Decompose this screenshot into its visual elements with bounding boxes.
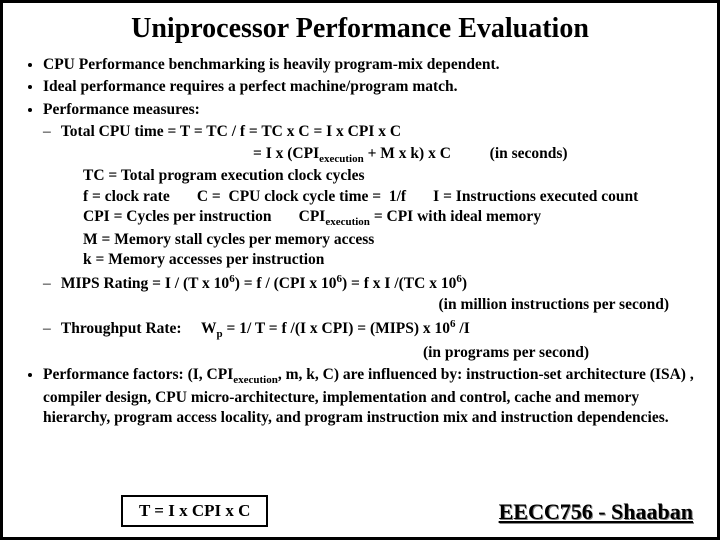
bullet-1: CPU Performance benchmarking is heavily … xyxy=(43,55,699,75)
course-label: EECC756 - Shaaban xyxy=(493,497,699,527)
mips-formula: MIPS Rating = I / (T x 106) = f / (CPI x… xyxy=(61,275,467,292)
b4-sub: execution xyxy=(233,374,278,386)
footer: T = I x CPI x C EECC756 - Shaaban xyxy=(3,495,717,527)
mips-note: (in million instructions per second) xyxy=(43,295,699,315)
tp-a: W xyxy=(201,320,217,337)
def-cpi: CPI = Cycles per instruction CPIexecutio… xyxy=(83,207,699,230)
dash-icon: – xyxy=(43,274,57,294)
b4-a: Performance factors: (I, CPI xyxy=(43,366,233,383)
slide-title: Uniprocessor Performance Evaluation xyxy=(21,13,699,45)
main-bullet-list: CPU Performance benchmarking is heavily … xyxy=(21,55,699,120)
main-bullet-list-2: Performance factors: (I, CPIexecution, m… xyxy=(21,365,699,429)
def-m: M = Memory stall cycles per memory acces… xyxy=(83,230,699,250)
slide-frame: Uniprocessor Performance Evaluation CPU … xyxy=(0,0,720,540)
tp-c: /I xyxy=(456,320,470,337)
def-tc: TC = Total program execution clock cycle… xyxy=(83,166,699,186)
cpu-time-line1: – Total CPU time = T = TC / f = TC x C =… xyxy=(43,122,699,142)
throughput-line: – Throughput Rate: Wp = 1/ T = f /(I x C… xyxy=(43,317,699,342)
bullet-2: Ideal performance requires a perfect mac… xyxy=(43,77,699,97)
def-cpi-a: CPI = Cycles per instruction CPI xyxy=(83,208,325,225)
bullet-3: Performance measures: xyxy=(43,100,699,120)
throughput-formula: Wp = 1/ T = f /(I x CPI) = (MIPS) x 106 … xyxy=(201,320,470,337)
cpu-time-line2: = I x (CPIexecution + M x k) x C (in sec… xyxy=(253,144,699,167)
def-k: k = Memory accesses per instruction xyxy=(83,250,699,270)
throughput-label: Throughput Rate: xyxy=(61,320,182,337)
dash-icon: – xyxy=(43,122,57,142)
def-f-c-i: f = clock rate C = CPU clock cycle time … xyxy=(83,187,699,207)
cpu-time-formula-1: Total CPU time = T = TC / f = TC x C = I… xyxy=(61,123,401,140)
mips-line: – MIPS Rating = I / (T x 106) = f / (CPI… xyxy=(43,272,699,295)
seconds-note: (in seconds) xyxy=(490,145,568,162)
formula-box: T = I x CPI x C xyxy=(121,495,268,527)
mips-a: MIPS Rating = I / (T x 10 xyxy=(61,275,229,292)
def-cpi-sub: execution xyxy=(325,216,370,228)
cpu-time-2sub: execution xyxy=(319,153,364,165)
mips-b: ) = f / (CPI x 10 xyxy=(235,275,337,292)
cpu-time-2b: + M x k) x C xyxy=(364,145,451,162)
sublist: – Total CPU time = T = TC / f = TC x C =… xyxy=(43,122,699,363)
throughput-note: (in programs per second) xyxy=(43,343,699,363)
cpu-time-2a: = I x (CPI xyxy=(253,145,319,162)
bullet-4: Performance factors: (I, CPIexecution, m… xyxy=(43,365,699,429)
tp-b: = 1/ T = f /(I x CPI) = (MIPS) x 10 xyxy=(223,320,450,337)
mips-c: ) = f x I /(TC x 10 xyxy=(342,275,456,292)
content-area: CPU Performance benchmarking is heavily … xyxy=(21,55,699,429)
definitions: TC = Total program execution clock cycle… xyxy=(83,166,699,270)
dash-icon: – xyxy=(43,319,57,339)
mips-d: ) xyxy=(462,275,467,292)
def-cpi-b: = CPI with ideal memory xyxy=(370,208,541,225)
